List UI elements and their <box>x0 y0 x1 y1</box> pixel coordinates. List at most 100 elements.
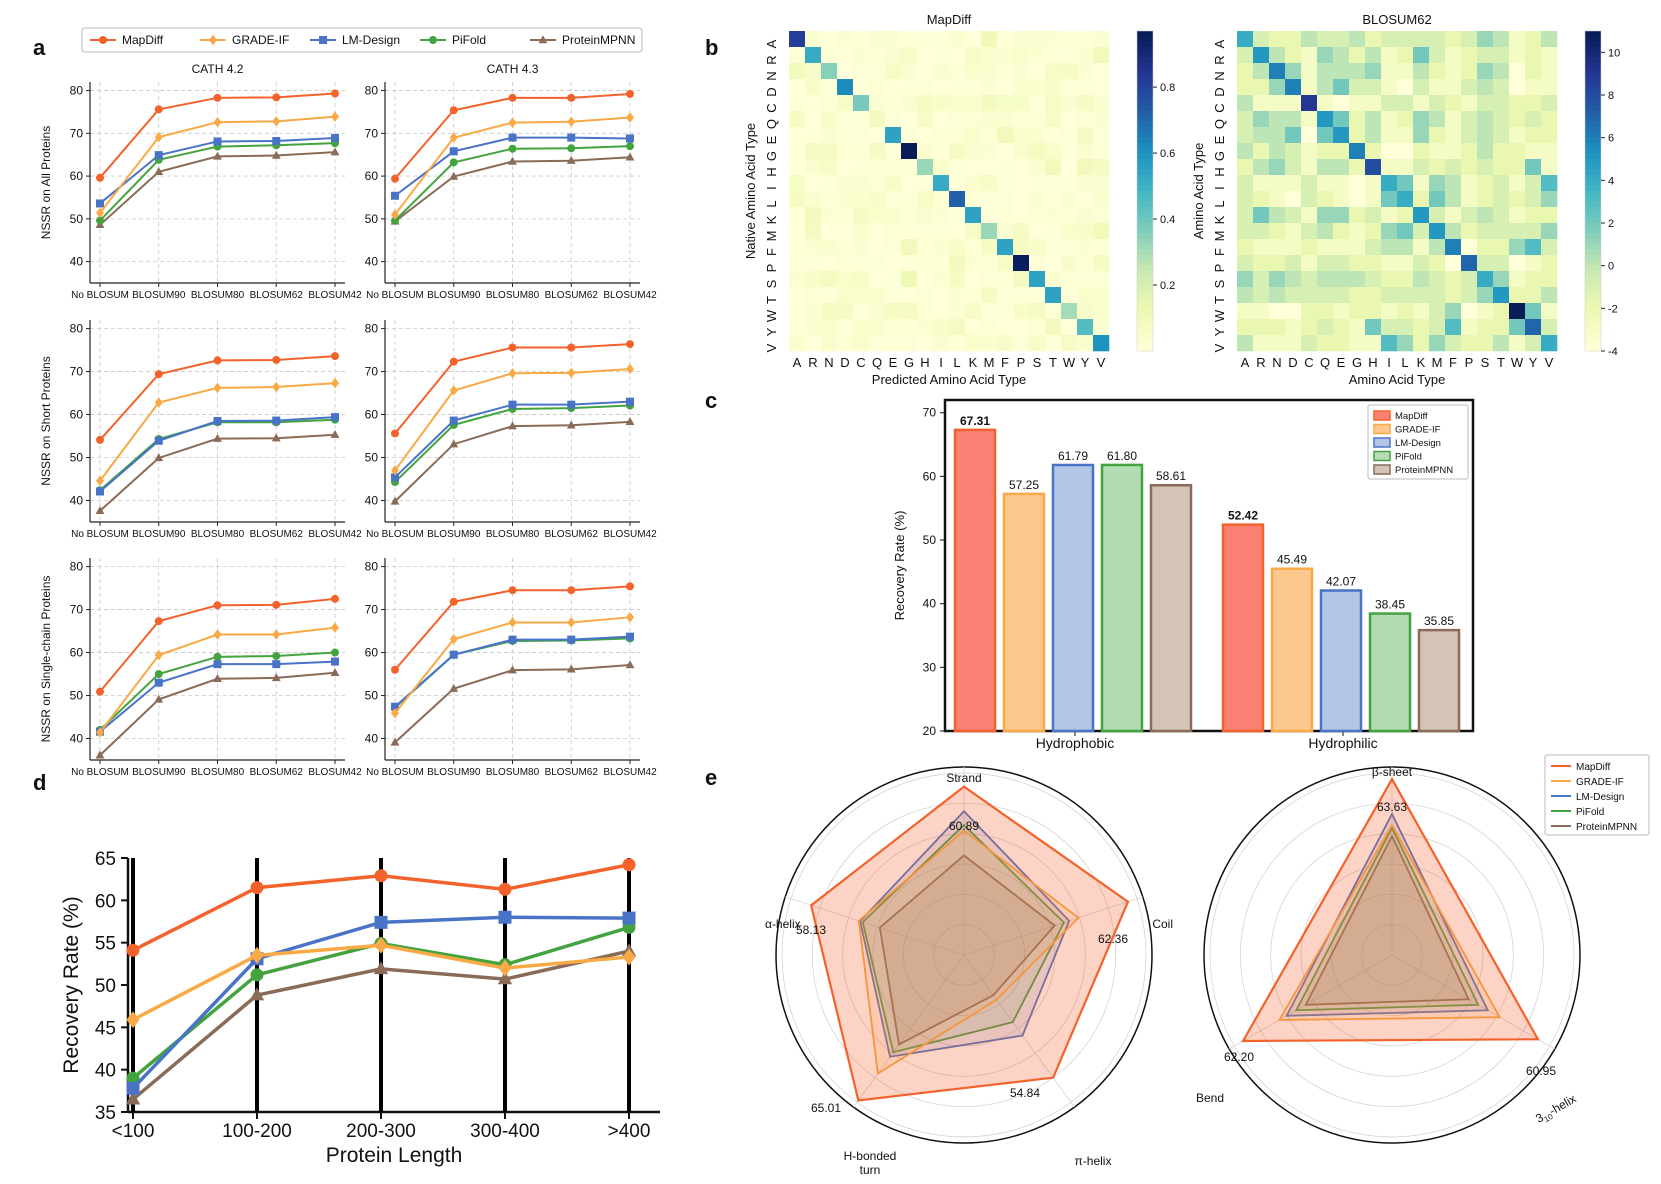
colorbar-segment <box>1585 116 1601 123</box>
heatmap-cell <box>885 143 902 160</box>
heatmap-cell <box>789 79 806 96</box>
colorbar-segment <box>1585 265 1601 272</box>
data-point-ProteinMPNN <box>95 506 105 515</box>
heatmap-cell <box>1045 47 1062 64</box>
data-point-LM-Design <box>213 417 222 425</box>
heatmap-cell <box>1509 127 1526 144</box>
colorbar-segment <box>1585 303 1601 309</box>
heatmap-cell <box>1509 271 1526 288</box>
heatmap-cell <box>949 143 966 160</box>
heatmap-cell <box>1093 63 1110 80</box>
heatmap-cell <box>853 271 870 288</box>
y-tick-label: I <box>764 186 779 190</box>
data-point-ProteinMPNN <box>508 156 517 165</box>
heatmap-cell <box>1333 303 1350 320</box>
heatmap-cell <box>1269 191 1286 208</box>
heatmap-cell <box>1253 191 1270 208</box>
heatmap-cell <box>1077 47 1094 64</box>
heatmap-cell <box>933 207 950 224</box>
colorbar-segment <box>1585 164 1601 171</box>
y-tick-label: C <box>1212 103 1227 112</box>
heatmap-cell <box>1013 127 1030 144</box>
y-tick-label: 50 <box>365 689 379 703</box>
heatmap-cell <box>933 271 950 288</box>
heatmap-cell <box>1413 175 1430 192</box>
heatmap-cell <box>1525 223 1542 240</box>
heatmap-cell <box>1365 111 1382 128</box>
legend-label: LM-Design <box>342 33 400 47</box>
colorbar-segment <box>1137 292 1153 299</box>
heatmap-cell <box>869 127 886 144</box>
data-point-LM-Design <box>96 199 104 208</box>
x-tick-label: L <box>953 355 960 370</box>
heatmap-cell <box>1493 175 1510 192</box>
data-point-MapDiff <box>391 174 399 183</box>
data-point-GRADE-IF <box>272 381 281 393</box>
heatmap-cell <box>1029 303 1046 320</box>
x-axis-label: Amino Acid Type <box>1349 372 1446 387</box>
heatmap-cell <box>789 47 806 64</box>
y-tick-label: 60 <box>70 646 84 660</box>
y-tick-label: Q <box>764 119 779 129</box>
bar-MapDiff-Hydrophobic <box>953 428 997 733</box>
heatmap-title: MapDiff <box>927 12 972 27</box>
x-tick-label: E <box>889 355 898 370</box>
x-tick-label: Y <box>1081 355 1090 370</box>
data-label: 61.79 <box>1058 449 1088 463</box>
data-label: 42.07 <box>1326 575 1356 589</box>
y-tick-label: K <box>764 215 779 224</box>
heatmap-cell <box>869 271 886 288</box>
heatmap-cell <box>1045 79 1062 96</box>
y-tick-label: F <box>1212 248 1227 256</box>
heatmap-cell <box>997 47 1014 64</box>
heatmap-cell <box>949 79 966 96</box>
y-axis-label: Native Amino Acid Type <box>743 123 758 259</box>
x-tick-label: V <box>1097 355 1106 370</box>
heatmap-cell <box>789 143 806 160</box>
heatmap-cell <box>1029 239 1046 256</box>
heatmap-cell <box>1365 255 1382 272</box>
heatmap-cell <box>965 111 982 128</box>
heatmap-cell <box>1269 159 1286 176</box>
heatmap-cell <box>1029 47 1046 64</box>
data-label: 38.45 <box>1375 598 1405 612</box>
heatmap-cell <box>997 175 1014 192</box>
y-tick-label: 50 <box>365 451 379 465</box>
colorbar-frame <box>1584 30 1602 352</box>
heatmap-cell <box>997 239 1014 256</box>
heatmap-cell <box>997 31 1014 48</box>
x-tick-label: 100-200 <box>222 1121 292 1142</box>
data-label: 35.85 <box>1424 614 1454 628</box>
x-tick-label: A <box>793 355 802 370</box>
axis-label-part: turn <box>860 1163 881 1177</box>
heatmap-cell <box>1541 31 1558 48</box>
heatmap-cell <box>933 319 950 336</box>
colorbar-segment <box>1585 89 1601 96</box>
colorbar-tick-label: 4 <box>1608 175 1614 187</box>
x-tick-label: S <box>1033 355 1042 370</box>
data-point-PiFold <box>126 1071 140 1085</box>
colorbar-segment <box>1137 153 1153 160</box>
heatmap-cell <box>1333 319 1350 336</box>
colorbar-segment <box>1585 41 1601 48</box>
heatmap-cell <box>1397 175 1414 192</box>
heatmap-cell <box>1029 143 1046 160</box>
data-point-MapDiff <box>391 665 399 674</box>
heatmap-cell <box>1525 31 1542 48</box>
heatmap-cell <box>1301 223 1318 240</box>
legend-marker <box>319 36 327 44</box>
colorbar-segment <box>1585 148 1601 155</box>
data-point-ProteinMPNN <box>449 683 459 692</box>
heatmap-cell <box>1525 255 1542 272</box>
heatmap-cell <box>821 239 838 256</box>
heatmap-cell <box>853 159 870 176</box>
data-point-MapDiff <box>154 617 163 626</box>
data-point-GRADE-IF <box>626 363 634 375</box>
colorbar-segment <box>1137 132 1153 139</box>
heatmap-cell <box>1317 239 1334 256</box>
y-tick-label: 70 <box>365 365 379 379</box>
heatmap-cell <box>1349 191 1366 208</box>
colorbar-segment <box>1137 89 1153 96</box>
heatmap-cell <box>805 47 822 64</box>
colorbar-segment <box>1585 191 1601 197</box>
